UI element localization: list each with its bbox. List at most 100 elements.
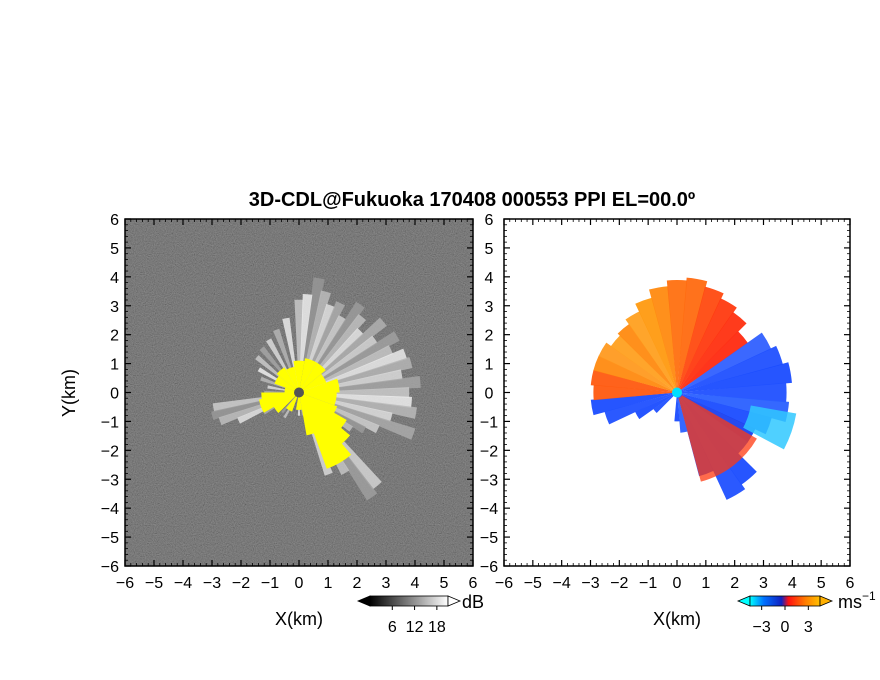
colorbar-high-arrow: [447, 595, 462, 607]
velocity-receding-band: [678, 395, 757, 482]
x-tick-label: −4: [553, 575, 571, 592]
velocity-ray: [625, 311, 676, 389]
reflectivity-ray: [304, 348, 408, 391]
radar-site-marker: [672, 387, 682, 398]
colorbar-tick-label: 12: [406, 619, 424, 636]
velocity-ray: [593, 355, 674, 392]
colorbar-low-arrow: [356, 595, 371, 607]
x-tick-label: 5: [817, 575, 826, 592]
colorbar-bar: [749, 595, 821, 607]
reflectivity-ray: [281, 396, 296, 414]
y-tick-label: −6: [101, 559, 119, 576]
reflectivity-strong-echo: [299, 373, 327, 393]
y-tick-label-inner: −2: [480, 443, 498, 460]
y-tick-label-inner: 6: [485, 212, 494, 229]
x-tick-label: −3: [203, 575, 221, 592]
colorbar-tick-label: 3: [804, 619, 813, 636]
reflectivity-strong-echo: [285, 366, 299, 393]
reflectivity-ray: [304, 387, 410, 398]
reflectivity-strong-echo: [285, 392, 299, 412]
velocity-panel: −6 −5 −4 −3 −2 −1 0 1 2 3 4 5 6 X(km) −3 0 3ms−1: [495, 218, 876, 636]
radar-site-marker: [294, 387, 304, 398]
reflectivity-strong-echo: [276, 367, 299, 393]
velocity-ray: [678, 298, 737, 389]
x-tick-label: −5: [524, 575, 542, 592]
colorbar-bar: [369, 595, 449, 607]
chart-title: 3D-CDL@Fukuoka 170408 000553 PPI EL=00.0…: [249, 189, 695, 211]
velocity-echo: [590, 277, 797, 500]
colorbar-tick-label: −3: [753, 619, 771, 636]
reflectivity-strong-echo: [299, 358, 317, 393]
velocity-ray: [653, 394, 674, 413]
velocity-ray: [677, 396, 688, 433]
x-tick-label: −3: [581, 575, 599, 592]
colorbar-unit-exponent: −1: [862, 589, 876, 603]
reflectivity-ylabel: Y(km): [59, 369, 79, 417]
reflectivity-colorbar: 6 12 18 dB: [356, 592, 484, 636]
velocity-ticks: −6 −5 −4 −3 −2 −1 0 1 2 3 4 5 6: [495, 218, 855, 592]
reflectivity-strong-echo: [295, 392, 303, 410]
y-tick-label-inner: −1: [480, 414, 498, 431]
x-tick-label: 5: [440, 575, 449, 592]
x-tick-label: 2: [353, 575, 362, 592]
y-tick-label: 1: [110, 357, 119, 374]
x-tick-label: 1: [324, 575, 333, 592]
x-tick-label: 3: [759, 575, 768, 592]
colorbar-high-arrow: [819, 595, 834, 607]
x-tick-label: −1: [639, 575, 657, 592]
reflectivity-strong-echo: [299, 378, 340, 393]
velocity-ray: [635, 297, 676, 389]
velocity-colorbar: −3 0 3 ms−1: [736, 589, 876, 636]
x-tick-label: −6: [495, 575, 513, 592]
colorbar-tick-label: 18: [428, 619, 446, 636]
reflectivity-echo: [211, 277, 421, 501]
velocity-ray: [598, 342, 674, 391]
x-tick-label: 4: [788, 575, 797, 592]
reflectivity-strong-echo: [299, 392, 321, 436]
x-tick-label: 6: [469, 575, 478, 592]
velocity-xlabel: X(km): [653, 609, 701, 629]
x-tick-label: −4: [174, 575, 192, 592]
reflectivity-strong-echo: [299, 392, 352, 469]
y-tick-label: 5: [110, 241, 119, 258]
y-tick-label-inner: −4: [480, 501, 498, 518]
y-tick-label: 2: [110, 328, 119, 345]
reflectivity-strong-echo: [299, 392, 351, 451]
y-tick-label-inner: −6: [480, 559, 498, 576]
velocity-ray: [610, 335, 674, 391]
y-tick-label-inner: 1: [485, 357, 494, 374]
y-tick-label-inner: −5: [480, 530, 498, 547]
x-tick-label: 3: [382, 575, 391, 592]
reflectivity-ray: [304, 345, 393, 391]
x-tick-label: −2: [610, 575, 628, 592]
y-tick-label-inner: 5: [485, 241, 494, 258]
y-tick-label: 6: [110, 212, 119, 229]
velocity-ray: [680, 345, 783, 392]
velocity-ray: [677, 277, 708, 389]
x-tick-label: −5: [145, 575, 163, 592]
x-tick-label: 6: [846, 575, 855, 592]
colorbar-tick-label: 6: [388, 619, 397, 636]
velocity-ray: [680, 331, 749, 391]
y-tick-label-inner: 2: [485, 328, 494, 345]
reflectivity-panel: −6 −5 −4 −3 −2 −1 0 1 2 3 4 5 66 65 54 43 32 21 10 0−1 −1−2−…: [59, 212, 498, 636]
colorbar-tick-label: 0: [781, 619, 790, 636]
velocity-ray: [674, 396, 680, 422]
x-tick-label: −2: [232, 575, 250, 592]
reflectivity-strong-echo: [293, 360, 305, 393]
y-tick-label: 4: [110, 270, 119, 287]
x-tick-label: 2: [730, 575, 739, 592]
colorbar-unit: dB: [462, 592, 484, 612]
velocity-fast-approach: [743, 405, 797, 450]
reflectivity-xlabel: X(km): [275, 609, 323, 629]
x-tick-label: 4: [411, 575, 420, 592]
velocity-ray: [604, 393, 674, 425]
reflectivity-strong-echo: [299, 362, 326, 393]
x-tick-label: 1: [701, 575, 710, 592]
y-tick-label: −1: [101, 414, 119, 431]
y-tick-label-inner: −3: [480, 472, 498, 489]
x-tick-label: 0: [295, 575, 304, 592]
velocity-ray: [617, 323, 675, 390]
y-tick-label: −2: [101, 443, 119, 460]
velocity-ray: [680, 332, 772, 391]
